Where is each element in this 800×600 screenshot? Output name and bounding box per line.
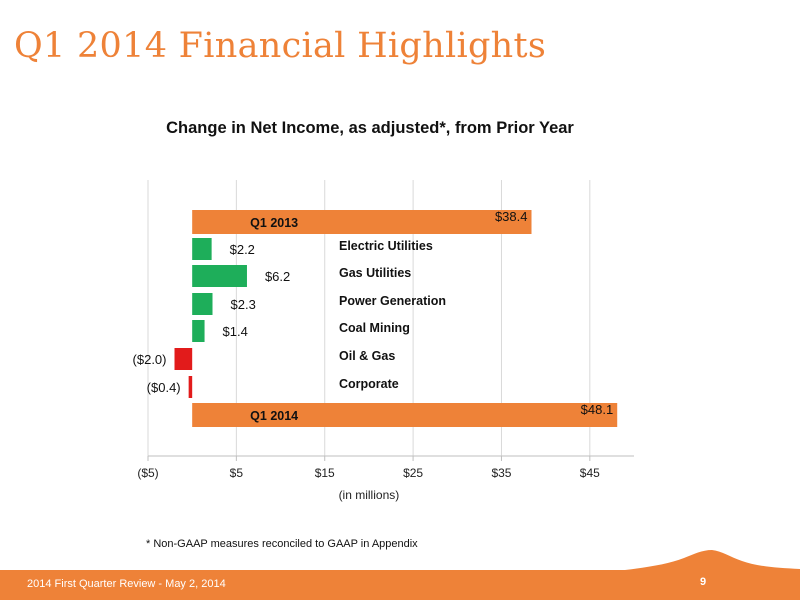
- mountain-decoration: [0, 550, 800, 600]
- bar-value-label: $38.4: [495, 209, 528, 224]
- page-number: 9: [700, 576, 707, 588]
- bar-value-label: $48.1: [581, 402, 614, 417]
- bar-gas-utilities: [192, 265, 247, 287]
- x-tick-label: $25: [403, 466, 423, 480]
- bar-category-label: Electric Utilities: [339, 239, 433, 253]
- bar-value-label: $2.2: [230, 242, 255, 257]
- bar-q1-2014: [192, 403, 618, 427]
- bar-corporate: [188, 376, 193, 398]
- bar-q1-2013: [192, 210, 532, 234]
- bar-electric-utilities: [192, 238, 212, 260]
- bar-category-label: Oil & Gas: [339, 349, 395, 363]
- bar-value-label: ($0.4): [147, 380, 181, 395]
- bar-category-label: Power Generation: [339, 294, 446, 308]
- bar-category-label: Q1 2014: [250, 409, 298, 423]
- bar-value-label: $2.3: [231, 297, 256, 312]
- bar-category-label: Q1 2013: [250, 216, 298, 230]
- x-tick-label: $15: [315, 466, 335, 480]
- chart-title: Change in Net Income, as adjusted*, from…: [166, 119, 574, 137]
- bar-value-label: ($2.0): [133, 352, 167, 367]
- slide-title: Q1 2014 Financial Highlights: [14, 26, 547, 66]
- bar-oil-gas: [174, 348, 193, 370]
- non-gaap-footnote: * Non-GAAP measures reconciled to GAAP i…: [146, 538, 418, 550]
- bar-value-label: $6.2: [265, 269, 290, 284]
- footer-date-text: 2014 First Quarter Review - May 2, 2014: [27, 578, 226, 590]
- x-tick-label: $5: [230, 466, 244, 480]
- bar-category-label: Corporate: [339, 377, 399, 391]
- x-tick-label: $45: [580, 466, 600, 480]
- bar-category-label: Gas Utilities: [339, 266, 411, 280]
- bar-value-label: $1.4: [223, 324, 248, 339]
- bar-coal-mining: [192, 320, 205, 342]
- x-tick-label: $35: [491, 466, 511, 480]
- bar-power-generation: [192, 293, 213, 315]
- bar-category-label: Coal Mining: [339, 321, 410, 335]
- x-axis-label: (in millions): [339, 488, 400, 502]
- x-tick-label: ($5): [137, 466, 158, 480]
- footer-band: [0, 550, 800, 600]
